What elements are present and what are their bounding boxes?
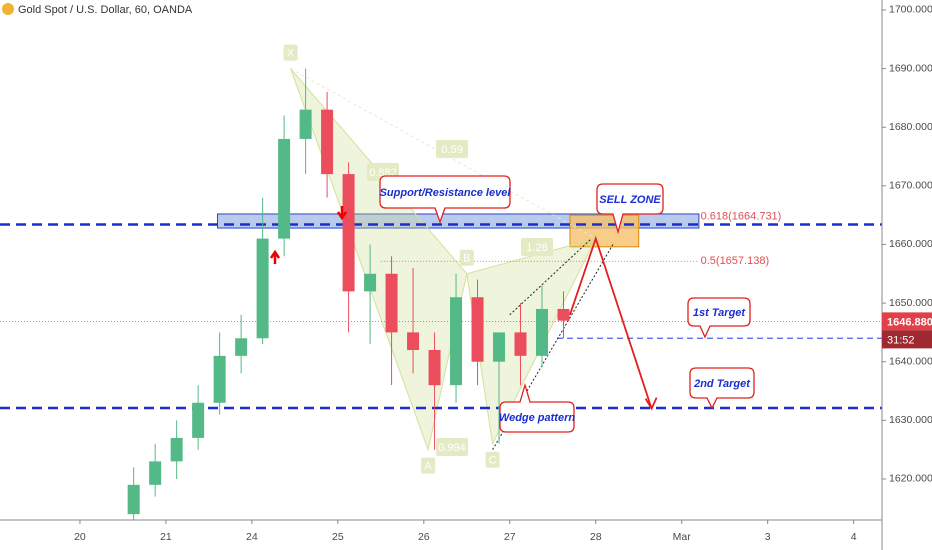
point-label-box — [283, 44, 298, 61]
candle-body — [170, 437, 183, 462]
x-tick-label: 20 — [74, 531, 86, 543]
zone — [569, 214, 640, 248]
countdown: 31:52 — [887, 334, 915, 346]
symbol-icon — [2, 3, 14, 15]
x-tick-label: 25 — [332, 531, 344, 543]
candle-body — [557, 308, 570, 321]
callout: Support/Resistance level — [379, 175, 512, 224]
price-label: 1646.880 — [887, 316, 932, 328]
callout-text: Wedge pattern — [499, 412, 575, 424]
y-tick-label: 1690.000 — [889, 62, 932, 74]
candles — [127, 68, 570, 520]
candle-body — [471, 297, 484, 362]
fib-label: 0.618(1664.731) — [701, 211, 782, 223]
candle-body — [321, 109, 334, 175]
annotations: XABC0.590.8821.260.9940.618(1664.731)0.5… — [283, 44, 782, 474]
down-arrow — [336, 206, 348, 221]
callout-text: 1st Target — [693, 307, 747, 319]
chart-title: Gold Spot / U.S. Dollar, 60, OANDA — [18, 4, 193, 16]
callout-box — [687, 297, 751, 339]
callout-box — [596, 183, 664, 235]
candle-body — [127, 484, 140, 515]
candle-body — [536, 308, 549, 356]
ratio-box — [436, 140, 468, 158]
candle-body — [493, 332, 506, 362]
point-label: B — [463, 253, 470, 265]
y-tick-label: 1650.000 — [889, 297, 932, 309]
x-tick-label: 4 — [851, 531, 857, 543]
callout: 2nd Target — [689, 367, 755, 410]
y-tick-label: 1660.000 — [889, 238, 932, 250]
ratio-box — [436, 438, 468, 456]
x-tick-label: Mar — [673, 531, 692, 543]
countdown-box — [882, 330, 932, 349]
callout-text: Support/Resistance level — [380, 187, 512, 199]
point-label: X — [287, 47, 295, 59]
x-tick-label: 21 — [160, 531, 172, 543]
y-tick-label: 1700.000 — [889, 4, 932, 16]
fib-label: 0.5(1657.138) — [701, 255, 770, 267]
candle-body — [342, 174, 355, 292]
y-tick-label: 1640.000 — [889, 355, 932, 367]
price-label-box — [882, 312, 932, 331]
wedge-line — [509, 238, 592, 316]
point-label: C — [489, 455, 497, 467]
point-label-box — [485, 451, 500, 468]
callout-box — [379, 175, 511, 224]
x-tick-label: 27 — [504, 531, 516, 543]
callout: Wedge pattern — [499, 382, 575, 433]
y-tick-label: 1620.000 — [889, 473, 932, 485]
candle-body — [407, 332, 420, 350]
up-arrow — [269, 249, 281, 264]
ratio-label: 0.994 — [438, 442, 466, 454]
ratio-label: 1.26 — [526, 242, 547, 254]
y-tick-label: 1680.000 — [889, 121, 932, 133]
callout-box — [689, 367, 755, 410]
axes: 1620.000 1630.000 1640.000 1650.000 1660.000… — [74, 4, 932, 543]
callout-text: SELL ZONE — [599, 194, 661, 206]
candle-body — [149, 461, 162, 485]
candle-body — [514, 332, 527, 356]
candle-body — [450, 297, 463, 386]
projection-path — [569, 235, 653, 409]
candle-body — [299, 109, 312, 139]
x-tick-label: 28 — [590, 531, 602, 543]
point-label: A — [424, 461, 432, 473]
candle-body — [235, 338, 248, 356]
callout: 1st Target — [687, 297, 751, 339]
projection-arrowhead — [644, 397, 658, 411]
candle-body — [385, 273, 398, 333]
point-label-box — [459, 249, 474, 266]
callout: SELL ZONE — [596, 183, 664, 235]
y-tick-label: 1630.000 — [889, 414, 932, 426]
candle-body — [428, 349, 441, 386]
x-tick-label: 26 — [418, 531, 430, 543]
ratio-label: 0.59 — [441, 144, 462, 156]
callout-text: 2nd Target — [693, 378, 751, 390]
candle-body — [278, 138, 291, 239]
callout-box — [499, 382, 575, 433]
ratio-box — [521, 238, 553, 256]
candle-body — [364, 273, 377, 292]
candle-body — [256, 238, 269, 339]
x-tick-label: 24 — [246, 531, 258, 543]
x-tick-label: 3 — [765, 531, 771, 543]
candle-body — [192, 402, 205, 438]
y-tick-label: 1670.000 — [889, 180, 932, 192]
point-label-box — [421, 457, 436, 474]
candle-body — [213, 355, 226, 403]
